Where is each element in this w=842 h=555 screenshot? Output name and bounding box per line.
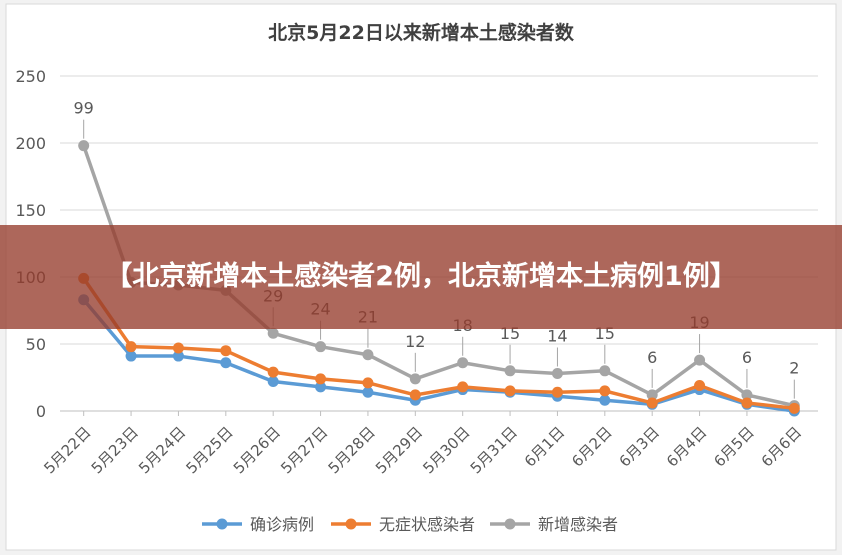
data-label: 14 xyxy=(547,326,567,345)
legend-swatch-marker xyxy=(504,518,516,530)
data-point xyxy=(457,357,469,369)
y-tick-label: 200 xyxy=(15,134,46,153)
headline-text: 【北京新增本土感染者2例，北京新增本土病例1例】 xyxy=(105,261,737,292)
data-point xyxy=(362,386,374,398)
data-label: 6 xyxy=(647,348,657,367)
legend: 确诊病例 无症状感染者 新增感染者 xyxy=(202,515,618,534)
series-path xyxy=(81,298,797,413)
data-point xyxy=(172,350,184,362)
data-point xyxy=(409,389,421,401)
data-point xyxy=(315,373,327,385)
data-point xyxy=(504,365,516,377)
data-point xyxy=(78,140,90,152)
legend-label: 确诊病例 xyxy=(250,515,314,534)
y-tick-label: 50 xyxy=(26,335,46,354)
data-point xyxy=(551,386,563,398)
legend-label: 新增感染者 xyxy=(538,515,618,534)
data-point xyxy=(741,397,753,409)
series-path xyxy=(81,276,797,411)
data-label: 2 xyxy=(789,359,799,378)
data-point xyxy=(646,397,658,409)
data-point xyxy=(599,365,611,377)
y-tick-label: 150 xyxy=(15,201,46,220)
data-point xyxy=(362,377,374,389)
data-label: 6 xyxy=(742,348,752,367)
data-point xyxy=(551,367,563,379)
legend-swatch-marker xyxy=(345,518,357,530)
legend-item: 无症状感染者 xyxy=(331,515,475,534)
legend-item: 确诊病例 xyxy=(202,515,314,534)
data-point xyxy=(267,376,279,388)
chart-title: 北京5月22日以来新增本土感染者数 xyxy=(268,21,575,44)
data-point xyxy=(220,345,232,357)
data-point xyxy=(504,385,516,397)
data-label: 12 xyxy=(405,332,425,351)
data-label: 99 xyxy=(74,99,94,118)
series-line xyxy=(78,272,800,414)
data-point xyxy=(125,350,137,362)
legend-label: 无症状感染者 xyxy=(379,515,475,534)
series-layer xyxy=(78,140,800,417)
y-tick-label: 0 xyxy=(36,402,46,421)
data-point xyxy=(172,342,184,354)
data-point xyxy=(315,341,327,353)
data-point xyxy=(125,341,137,353)
legend-swatch-marker xyxy=(216,518,228,530)
data-point xyxy=(457,381,469,393)
headline-banner: 【北京新增本土感染者2例，北京新增本土病例1例】 xyxy=(0,225,842,329)
data-point xyxy=(788,402,800,414)
y-tick-label: 250 xyxy=(15,67,46,86)
legend-item: 新增感染者 xyxy=(490,515,618,534)
data-point xyxy=(646,389,658,401)
data-point xyxy=(315,381,327,393)
data-point xyxy=(409,373,421,385)
data-point xyxy=(362,349,374,361)
data-point xyxy=(267,366,279,378)
data-point xyxy=(267,327,279,339)
data-point xyxy=(599,385,611,397)
data-point xyxy=(694,354,706,366)
data-point xyxy=(694,380,706,392)
data-point xyxy=(599,394,611,406)
data-point xyxy=(741,389,753,401)
data-point xyxy=(220,357,232,369)
